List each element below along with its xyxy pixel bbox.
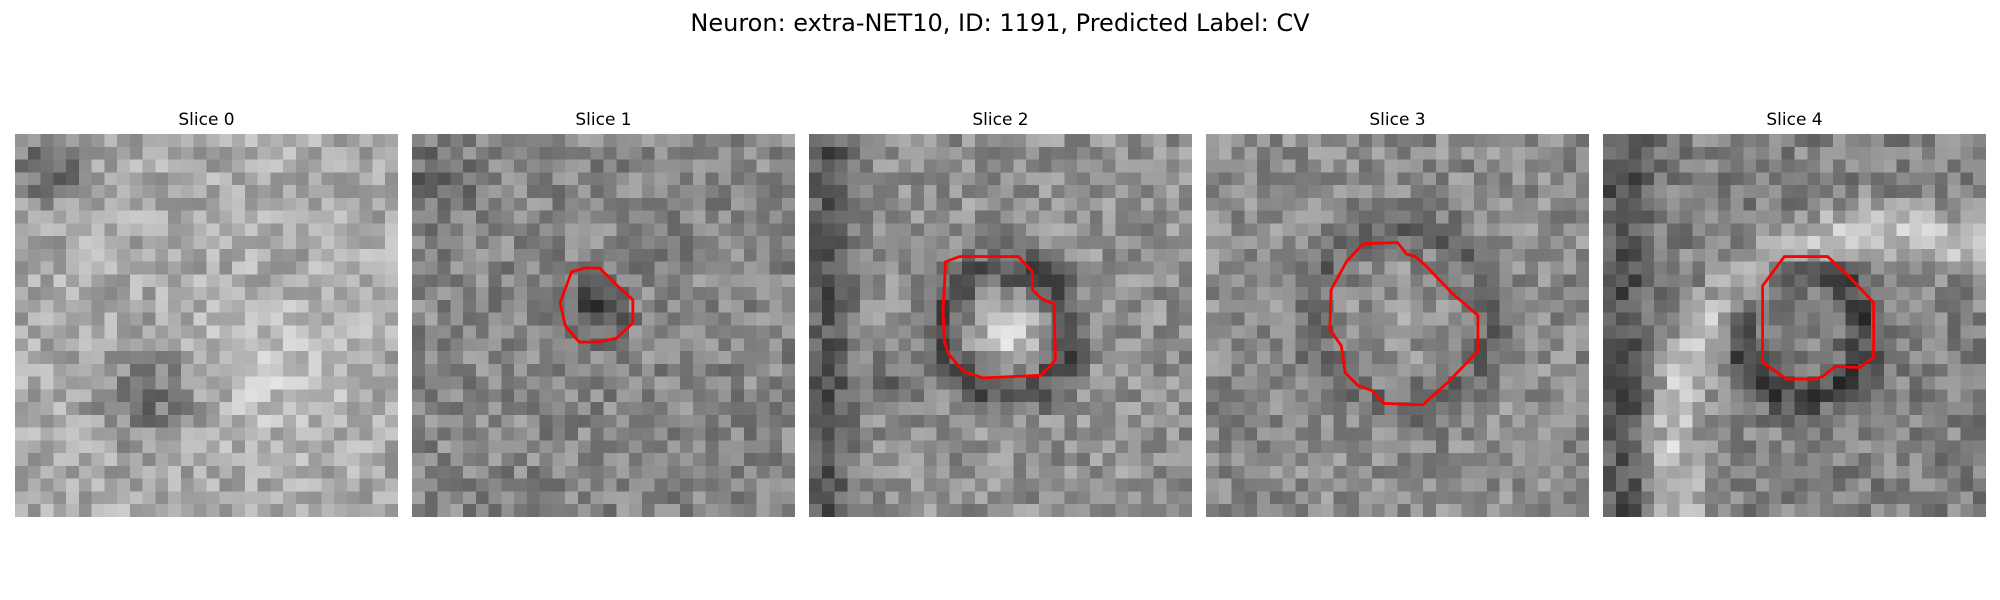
roi-contour bbox=[1761, 255, 1876, 381]
slice-title: Slice 1 bbox=[575, 110, 632, 130]
slice-title: Slice 4 bbox=[1766, 110, 1823, 130]
roi-contour bbox=[558, 266, 635, 344]
slice-image bbox=[412, 134, 795, 517]
slice-title: Slice 3 bbox=[1369, 110, 1426, 130]
roi-contour bbox=[941, 255, 1057, 380]
slice-image bbox=[15, 134, 398, 517]
slice-image bbox=[1206, 134, 1589, 517]
roi-contour bbox=[1328, 241, 1480, 407]
slice-title: Slice 0 bbox=[178, 110, 235, 130]
slice-title: Slice 2 bbox=[972, 110, 1029, 130]
figure-title: Neuron: extra-NET10, ID: 1191, Predicted… bbox=[690, 9, 1310, 37]
slice-image bbox=[809, 134, 1192, 517]
slice-image bbox=[1603, 134, 1986, 517]
